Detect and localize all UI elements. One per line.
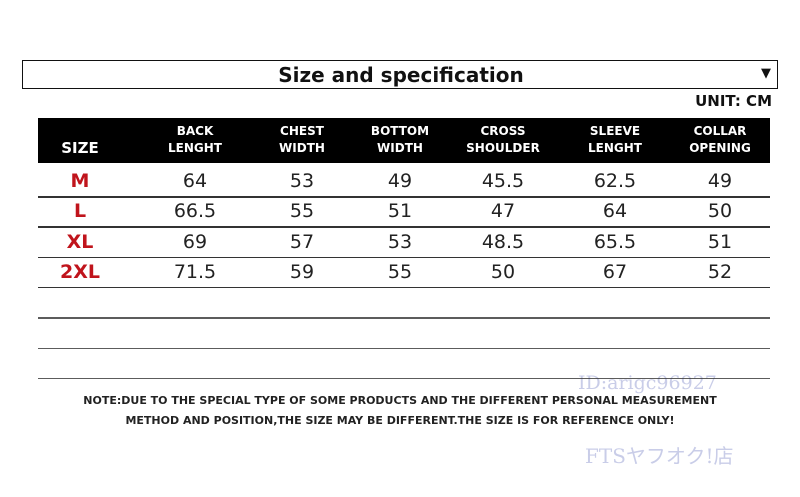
cell: 49 [707, 170, 733, 192]
row-divider [38, 226, 770, 228]
cell: 49 [387, 170, 413, 192]
title: Size and specification [278, 63, 524, 87]
header-line: WIDTH [377, 141, 423, 155]
header-line: LENGHT [588, 141, 642, 155]
column-header: BOTTOM WIDTH [371, 123, 429, 157]
size-label: XL [66, 230, 94, 253]
watermark: ID:arigc96927 [578, 372, 717, 394]
header-line: BACK [176, 124, 214, 138]
header-line: COLLAR [693, 124, 747, 138]
cell: 67 [602, 260, 628, 283]
size-label: M [70, 170, 90, 192]
row-divider [38, 196, 770, 198]
size-label: 2XL [60, 260, 100, 283]
row-divider [38, 347, 770, 349]
header-line: CROSS [480, 124, 526, 138]
cell: 62.5 [593, 170, 637, 192]
unit: UNIT: CM [695, 92, 772, 110]
header-line: CHEST [280, 124, 324, 138]
column-header: CROSS SHOULDER [466, 123, 540, 157]
column-header: BACK LENGHT [168, 123, 222, 157]
header-line: SHOULDER [466, 141, 540, 155]
cell: 65.5 [593, 230, 637, 253]
cell: 53 [387, 230, 413, 253]
cell: 66.5 [173, 200, 217, 223]
cell: 57 [289, 230, 315, 253]
row-divider [38, 377, 770, 380]
cell: 51 [387, 200, 413, 223]
column-header: CHEST WIDTH [279, 123, 325, 157]
row-divider [38, 256, 770, 259]
header-line: BOTTOM [370, 124, 430, 138]
column-header: COLLAR OPENING [689, 123, 751, 157]
table-header: SIZE BACK LENGHT CHEST WIDTH BOTTOM WIDTH CROSS… [38, 118, 770, 163]
note: NOTE:DUE TO THE SPECIAL TYPE OF SOME PRO… [83, 394, 717, 407]
title-bar: Size and specification ▼ [22, 60, 778, 89]
cell: 53 [289, 170, 315, 192]
cell: 47 [490, 200, 516, 223]
cell: 55 [289, 200, 315, 223]
header-line: SLEEVE [589, 124, 641, 138]
row-divider [38, 317, 770, 319]
cell: 64 [602, 200, 628, 223]
header-line: SIZE [61, 139, 99, 157]
cell: 55 [387, 260, 413, 283]
cell: 50 [490, 260, 516, 283]
column-header: SLEEVE LENGHT [588, 123, 642, 157]
column-header: SIZE [61, 140, 99, 157]
cell: 52 [707, 260, 733, 283]
cell: 50 [707, 200, 733, 223]
watermark: FTSヤフオク!店 [585, 444, 734, 468]
header-line: OPENING [689, 141, 751, 155]
header-line: WIDTH [279, 141, 325, 155]
header-line: LENGHT [168, 141, 222, 155]
cell: 45.5 [481, 170, 525, 192]
dropdown-arrow[interactable]: ▼ [761, 66, 771, 81]
row-divider [38, 286, 770, 289]
cell: 64 [182, 170, 208, 192]
cell: 69 [182, 230, 208, 253]
cell: 71.5 [173, 260, 217, 283]
note: METHOD AND POSITION,THE SIZE MAY BE DIFF… [125, 414, 675, 427]
size-label: L [73, 200, 87, 223]
cell: 48.5 [481, 230, 525, 253]
cell: 59 [289, 260, 315, 283]
cell: 51 [707, 230, 733, 253]
